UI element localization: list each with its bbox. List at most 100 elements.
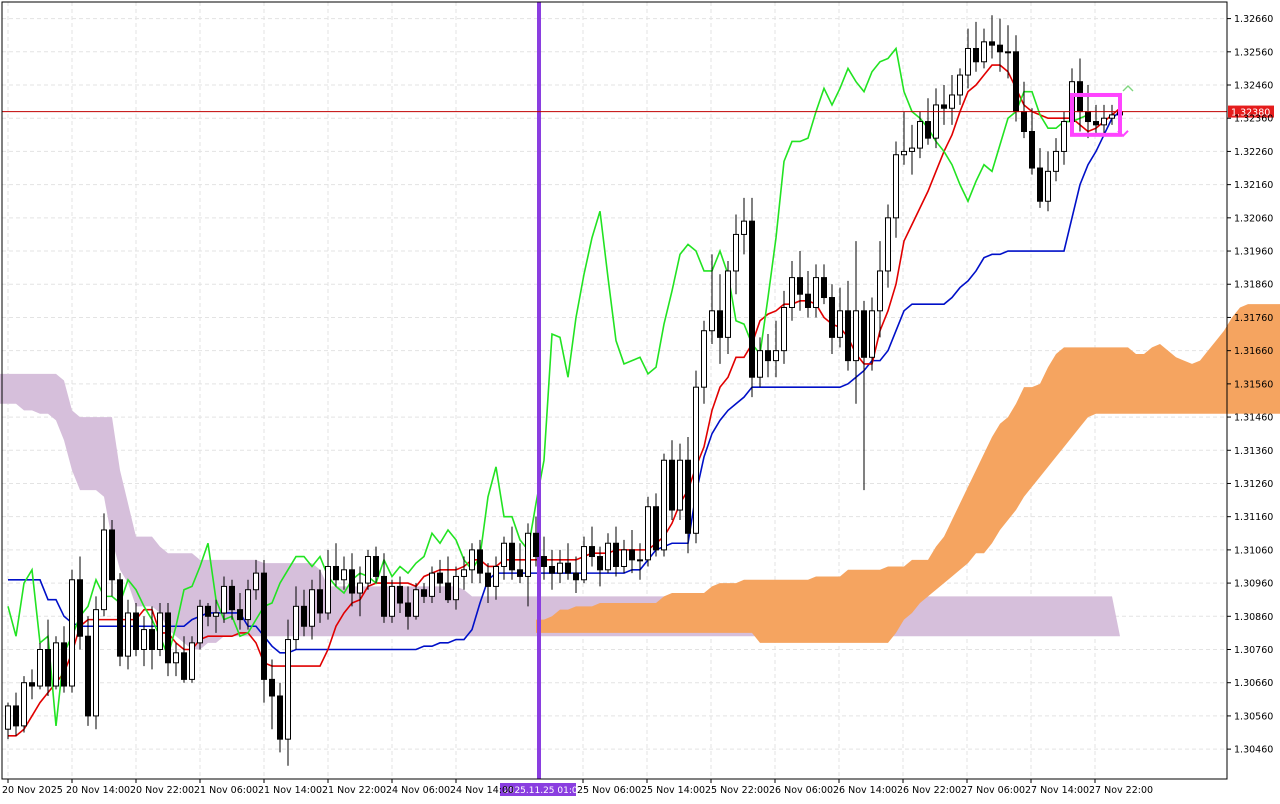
candle-body <box>541 556 547 567</box>
candle-body <box>325 565 331 614</box>
candle-body <box>285 639 291 740</box>
candle-body <box>157 612 163 651</box>
current-price-line: 1.32380 <box>2 105 1274 119</box>
candle-body <box>381 575 387 617</box>
candle-body <box>533 532 539 558</box>
candle-body <box>637 559 643 562</box>
candle-body <box>293 605 299 641</box>
x-tick-label: 25 Nov 14:00 <box>641 785 705 796</box>
candle-body <box>869 310 875 358</box>
candle-body <box>189 642 195 680</box>
x-tick-label: 24 Nov 14:00 <box>450 785 514 796</box>
candle-body <box>229 585 235 611</box>
candle-body <box>501 542 507 567</box>
marker-label: 2025.11.25 01:00 <box>503 786 584 796</box>
y-tick-label: 1.32660 <box>1234 14 1273 25</box>
cloud-past <box>0 373 1120 650</box>
x-tick-label: 20 Nov 14:00 <box>66 785 130 796</box>
candle-body <box>901 150 907 156</box>
candle-body <box>373 556 379 577</box>
candle-body <box>53 642 59 687</box>
candle-body <box>837 310 843 338</box>
candle-body <box>1029 131 1035 169</box>
candle-body <box>429 572 435 597</box>
x-tick-label: 25 Nov 22:00 <box>705 785 769 796</box>
candle-body <box>733 233 739 272</box>
candle-body <box>237 609 243 621</box>
candle-body <box>757 350 763 378</box>
candle-body <box>141 629 147 650</box>
candle-body <box>861 310 867 358</box>
candle-body <box>421 589 427 597</box>
plot-frame <box>1 1 1228 780</box>
candle-body <box>989 41 995 46</box>
candle-body <box>949 94 955 109</box>
candle-body <box>101 529 107 611</box>
candle-body <box>589 546 595 558</box>
y-tick-label: 1.31560 <box>1234 379 1273 390</box>
candle-body <box>885 217 891 272</box>
candle-body <box>133 612 139 651</box>
candle-body <box>909 147 915 152</box>
x-tick-label: 21 Nov 14:00 <box>258 785 322 796</box>
candle-body <box>197 605 203 644</box>
candle-body <box>165 612 171 664</box>
candle-body <box>93 609 99 717</box>
candle-body <box>709 310 715 332</box>
candle-body <box>789 277 795 308</box>
candle-body <box>669 459 675 511</box>
candle-body <box>597 556 603 571</box>
candle-body <box>405 602 411 617</box>
candle-body <box>389 585 395 617</box>
y-tick-label: 1.32060 <box>1234 213 1273 224</box>
candle-body <box>109 529 115 581</box>
current-price-tag-bg <box>1228 105 1274 118</box>
candle-body <box>37 649 43 687</box>
signal-box-rect <box>1070 92 1122 137</box>
y-tick-label: 1.31860 <box>1234 280 1273 291</box>
x-tick-label: 20 Nov 22:00 <box>130 785 194 796</box>
down-arrow-icon <box>1117 130 1129 138</box>
candle-body <box>253 572 259 591</box>
candle-body <box>645 506 651 561</box>
candle-body <box>773 350 779 362</box>
candle-body <box>45 649 51 687</box>
x-tick-label: 26 Nov 22:00 <box>897 785 961 796</box>
candle-body <box>877 270 883 312</box>
candle-body <box>349 569 355 594</box>
candle-body <box>461 569 467 577</box>
candle-body <box>1101 117 1107 126</box>
vertical-marker[interactable]: 2025.11.25 01:00 <box>500 2 584 796</box>
candle-body <box>661 459 667 551</box>
x-tick-label: 25 Nov 06:00 <box>577 785 641 796</box>
y-tick-label: 1.32560 <box>1234 47 1273 58</box>
candle-body <box>309 589 315 627</box>
candle-body <box>77 579 83 637</box>
candle-body <box>261 572 267 680</box>
candle-body <box>1085 111 1091 123</box>
candle-body <box>277 695 283 740</box>
candle-body <box>125 612 131 657</box>
candle-body <box>765 350 771 362</box>
y-tick-label: 1.31960 <box>1234 247 1273 258</box>
x-tick-label: 20 Nov 2025 <box>2 785 63 796</box>
candle-body <box>1013 51 1019 113</box>
candle-body <box>845 310 851 362</box>
candle-body <box>829 297 835 338</box>
x-tick-label: 27 Nov 22:00 <box>1089 785 1153 796</box>
candle-body <box>117 579 123 657</box>
candle-body <box>21 682 27 727</box>
candle-body <box>613 542 619 567</box>
candle-body <box>813 277 819 308</box>
candle-body <box>925 121 931 139</box>
candle-body <box>725 270 731 338</box>
candle-body <box>677 459 683 511</box>
candle-body <box>485 572 491 587</box>
y-tick-label: 1.30960 <box>1234 579 1273 590</box>
candle-body <box>629 549 635 561</box>
candle-body <box>1037 167 1043 202</box>
y-tick-label: 1.32360 <box>1234 114 1273 125</box>
y-tick-label: 1.31260 <box>1234 479 1273 490</box>
